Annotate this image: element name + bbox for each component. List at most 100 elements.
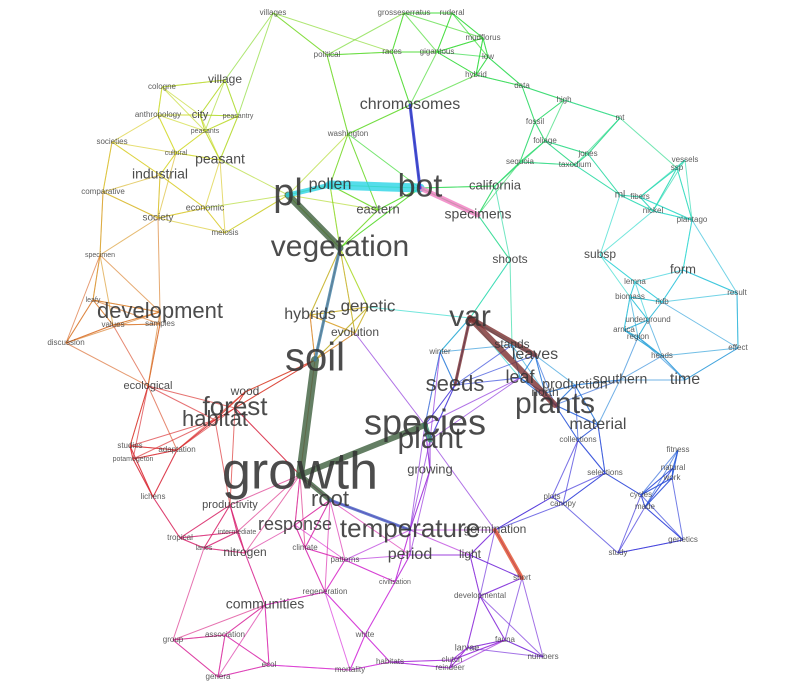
edge bbox=[682, 269, 738, 294]
word-label: var bbox=[449, 300, 491, 333]
edge bbox=[349, 634, 366, 671]
word-label: temperature bbox=[340, 513, 480, 543]
edge bbox=[519, 161, 576, 166]
edge bbox=[157, 152, 177, 219]
edge bbox=[551, 472, 606, 498]
edge bbox=[161, 86, 206, 132]
edge bbox=[329, 499, 411, 556]
edge bbox=[111, 141, 161, 176]
edge bbox=[619, 194, 641, 198]
word-label: values bbox=[101, 320, 124, 329]
edge bbox=[671, 477, 684, 541]
edge bbox=[619, 194, 654, 212]
word-label: period bbox=[388, 546, 432, 563]
edge bbox=[562, 439, 579, 505]
edges bbox=[65, 12, 739, 678]
word-label: study bbox=[608, 548, 627, 557]
edge bbox=[234, 391, 246, 409]
word-label: lanes bbox=[196, 545, 213, 552]
edge bbox=[304, 499, 331, 549]
edge bbox=[519, 140, 546, 163]
edge bbox=[112, 324, 149, 387]
edge bbox=[161, 86, 201, 116]
edge bbox=[324, 559, 346, 593]
edge bbox=[179, 531, 238, 539]
edge bbox=[521, 85, 565, 101]
edge bbox=[661, 292, 738, 303]
word-label: fauna bbox=[495, 635, 516, 644]
edge bbox=[409, 469, 431, 556]
edge bbox=[661, 347, 739, 357]
edge bbox=[619, 355, 663, 381]
edge bbox=[519, 121, 536, 163]
edge bbox=[640, 449, 679, 496]
edge bbox=[623, 296, 631, 331]
edge bbox=[534, 121, 546, 142]
edge bbox=[272, 12, 328, 56]
edge bbox=[329, 133, 349, 186]
edge bbox=[203, 531, 238, 549]
word-label: growth bbox=[222, 443, 378, 501]
edge bbox=[619, 117, 678, 169]
edge bbox=[328, 498, 412, 532]
edge bbox=[229, 474, 301, 506]
edge bbox=[147, 385, 216, 421]
word-label: specimens bbox=[445, 206, 512, 222]
word-label: gigantous bbox=[420, 47, 455, 56]
edge bbox=[65, 254, 101, 344]
edge bbox=[236, 474, 301, 533]
edge bbox=[99, 254, 161, 313]
edge bbox=[661, 269, 684, 303]
edge bbox=[449, 659, 453, 669]
edge bbox=[436, 51, 477, 76]
edge bbox=[640, 467, 674, 496]
word-label: reindeer bbox=[435, 663, 465, 672]
edge bbox=[467, 315, 538, 358]
edge bbox=[112, 311, 161, 326]
word-label: species bbox=[364, 402, 486, 443]
edge bbox=[449, 639, 506, 669]
edge bbox=[389, 659, 453, 663]
edge bbox=[647, 301, 663, 321]
word-label: fossil bbox=[526, 117, 544, 126]
word-label: response bbox=[258, 514, 332, 534]
edge bbox=[429, 377, 521, 441]
word-label: larvae bbox=[455, 642, 480, 652]
edge bbox=[172, 639, 219, 678]
edge bbox=[65, 342, 149, 387]
edge bbox=[574, 379, 621, 386]
edge bbox=[617, 494, 642, 554]
word-label: vessels bbox=[672, 155, 699, 164]
edge bbox=[534, 354, 556, 406]
edge bbox=[159, 152, 177, 176]
edge bbox=[574, 384, 599, 426]
edge bbox=[339, 209, 379, 249]
edge bbox=[347, 133, 379, 211]
edge bbox=[639, 196, 693, 221]
word-label: potamogeton bbox=[113, 456, 154, 463]
edge bbox=[409, 439, 431, 531]
edge bbox=[617, 506, 646, 554]
edge bbox=[469, 554, 523, 579]
edge bbox=[417, 185, 481, 218]
word-label: societies bbox=[96, 137, 127, 146]
edge bbox=[684, 159, 693, 221]
edge bbox=[339, 247, 356, 334]
word-label: patterns bbox=[331, 555, 360, 564]
edge bbox=[203, 547, 246, 554]
word-label: grosseserratus bbox=[378, 8, 431, 17]
edge bbox=[634, 269, 684, 283]
edge bbox=[347, 104, 411, 135]
edge bbox=[453, 316, 472, 387]
edge bbox=[99, 191, 104, 256]
edge bbox=[574, 117, 621, 166]
edge bbox=[634, 281, 649, 321]
edge bbox=[469, 259, 511, 319]
edge bbox=[408, 103, 422, 190]
edge bbox=[644, 467, 674, 508]
edge bbox=[297, 472, 333, 503]
word-label: hybrid bbox=[465, 70, 487, 79]
edge bbox=[534, 354, 576, 386]
